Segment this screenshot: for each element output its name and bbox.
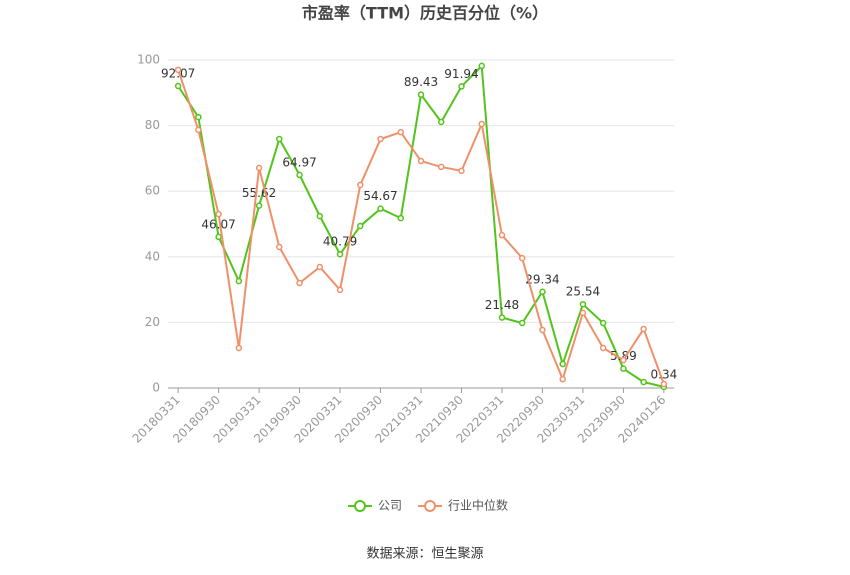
data-point — [437, 118, 445, 126]
data-point — [357, 222, 364, 230]
data-label: 29.34 — [525, 272, 559, 286]
data-point — [276, 243, 283, 251]
data-point — [276, 135, 283, 143]
data-point — [660, 380, 668, 388]
data-point — [174, 82, 182, 90]
data-point — [195, 113, 202, 121]
data-point — [296, 279, 303, 287]
data-point — [437, 163, 445, 171]
data-label: 40.79 — [323, 235, 357, 249]
data-point — [579, 300, 587, 308]
data-point — [539, 288, 546, 296]
legend-item: 行业中位数 — [418, 498, 508, 513]
data-point — [215, 210, 222, 218]
legend-item: 公司 — [348, 499, 402, 513]
data-point — [640, 325, 647, 333]
data-label: 55.62 — [242, 186, 276, 200]
legend-swatch — [424, 500, 437, 512]
data-point — [336, 250, 344, 258]
data-point — [599, 344, 607, 352]
data-point — [559, 375, 566, 383]
y-tick-label: 20 — [145, 315, 160, 329]
data-point — [559, 360, 566, 368]
data-point — [215, 233, 222, 241]
data-point — [620, 356, 627, 364]
data-point — [235, 277, 243, 285]
data-point — [539, 326, 546, 334]
data-point — [640, 378, 647, 386]
data-point — [518, 254, 526, 262]
data-point — [620, 365, 627, 372]
data-label: 92.07 — [161, 67, 195, 81]
data-point — [255, 202, 263, 209]
series-line — [177, 69, 665, 385]
data-point — [498, 231, 506, 239]
data-point — [579, 309, 587, 317]
data-point — [377, 135, 384, 143]
data-point — [296, 171, 303, 179]
legend-label: 公司 — [378, 499, 402, 513]
data-point — [336, 286, 344, 294]
data-label: 46.07 — [201, 217, 235, 231]
data-point — [478, 62, 485, 70]
series-line — [177, 63, 665, 388]
data-point — [478, 120, 485, 128]
data-point — [397, 214, 405, 222]
source: 数据来源：恒生聚源 — [366, 547, 483, 562]
y-tick-label: 0 — [152, 381, 160, 395]
data-point — [599, 319, 607, 327]
data-point — [417, 91, 425, 98]
y-tick-label: 40 — [145, 249, 160, 263]
y-tick-label: 60 — [145, 184, 160, 198]
data-point — [518, 319, 526, 327]
data-label: 64.97 — [282, 155, 316, 169]
data-point — [235, 344, 243, 352]
data-label: 0.34 — [651, 367, 678, 381]
data-point — [498, 314, 506, 321]
data-point — [316, 212, 324, 220]
data-label: 5.89 — [610, 349, 637, 363]
data-label: 25.54 — [566, 285, 600, 299]
data-label: 91.94 — [444, 67, 478, 81]
legend-label: 行业中位数 — [448, 498, 508, 513]
data-point — [174, 66, 182, 74]
data-point — [316, 263, 324, 271]
data-point — [357, 181, 364, 189]
y-tick-label: 100 — [137, 53, 160, 67]
data-label: 54.67 — [363, 189, 397, 203]
data-point — [377, 205, 384, 212]
data-label: 89.43 — [404, 75, 438, 89]
data-point — [255, 164, 263, 172]
data-point — [195, 126, 202, 134]
data-point — [458, 83, 465, 90]
data-point — [397, 128, 405, 136]
data-point — [458, 167, 465, 175]
chart-title: 市盈率（TTM）历史百分位（%） — [302, 4, 548, 23]
y-tick-label: 80 — [145, 118, 160, 132]
data-label: 21.48 — [485, 298, 519, 312]
legend-swatch — [354, 500, 366, 512]
data-point — [417, 157, 425, 165]
